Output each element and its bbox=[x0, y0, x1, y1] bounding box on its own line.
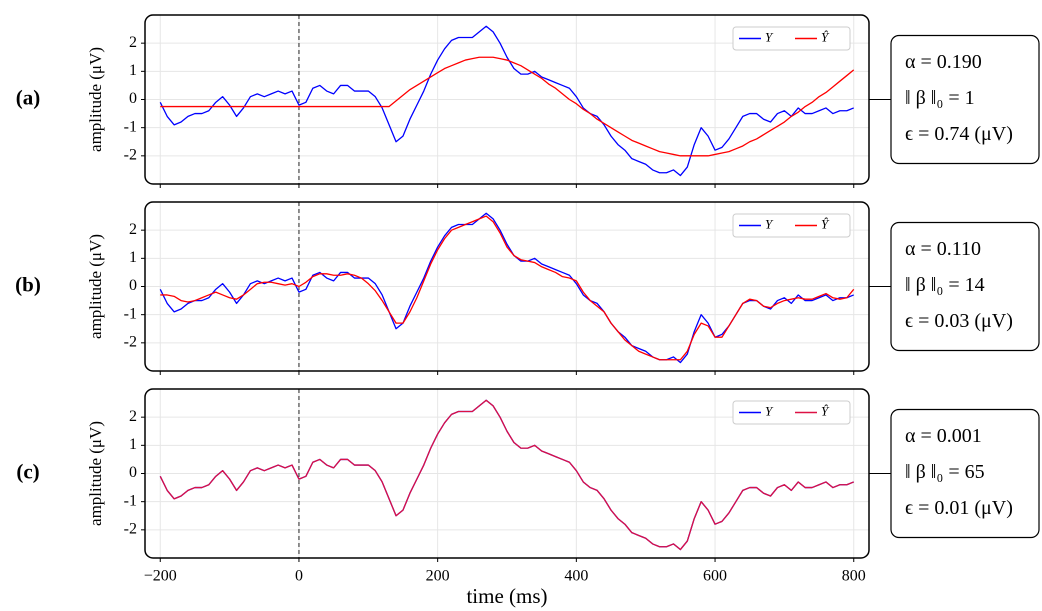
annotation-text: α = 0.001 bbox=[905, 425, 982, 447]
y-tick-label: -2 bbox=[124, 147, 137, 164]
y-tick-label: -2 bbox=[124, 521, 137, 538]
annotation-text: ‖ β ‖₀ = 65 bbox=[905, 461, 985, 483]
y-tick-label: 1 bbox=[129, 249, 137, 266]
y-tick-label: -1 bbox=[124, 118, 137, 135]
y-tick-label: -1 bbox=[124, 492, 137, 509]
data-line bbox=[159, 25, 854, 177]
panel-label: (b) bbox=[15, 272, 41, 296]
legend-label: Ŷ bbox=[821, 403, 830, 418]
y-tick-label: 0 bbox=[129, 277, 137, 294]
y-tick-label: 2 bbox=[129, 408, 137, 425]
legend-label: Y bbox=[765, 29, 774, 44]
legend-label: Y bbox=[765, 216, 774, 231]
data-line bbox=[159, 399, 854, 551]
y-axis-label: amplitude (μV) bbox=[86, 421, 105, 526]
legend-label: Ŷ bbox=[821, 29, 830, 44]
y-tick-label: 0 bbox=[129, 464, 137, 481]
legend-label: Y bbox=[765, 403, 774, 418]
data-line bbox=[160, 56, 855, 157]
y-tick-label: 0 bbox=[129, 90, 137, 107]
annotation-text: ‖ β ‖₀ = 14 bbox=[905, 274, 985, 296]
y-axis-label: amplitude (μV) bbox=[86, 47, 105, 152]
x-tick-label: 0 bbox=[295, 568, 303, 585]
x-tick-label: 600 bbox=[703, 568, 727, 585]
annotation-text: α = 0.110 bbox=[905, 238, 981, 260]
panel-label: (a) bbox=[16, 85, 41, 109]
y-tick-label: -1 bbox=[124, 305, 137, 322]
y-tick-label: 1 bbox=[129, 62, 137, 79]
data-line bbox=[160, 215, 855, 361]
annotation-text: ϵ = 0.01 (μV) bbox=[905, 497, 1013, 519]
annotation-text: ϵ = 0.74 (μV) bbox=[905, 123, 1013, 145]
plot-lines bbox=[159, 399, 854, 551]
y-tick-label: -2 bbox=[124, 334, 137, 351]
annotation-box bbox=[890, 408, 1040, 539]
x-tick-label: 800 bbox=[842, 568, 866, 585]
legend-label: Ŷ bbox=[821, 216, 830, 231]
legend-box bbox=[732, 26, 851, 51]
legend-box bbox=[732, 213, 851, 238]
x-tick-label: 400 bbox=[564, 568, 588, 585]
x-axis-label: time (ms) bbox=[466, 584, 547, 608]
y-axis-label: amplitude (μV) bbox=[86, 234, 105, 339]
y-tick-label: 1 bbox=[129, 436, 137, 453]
y-tick-label: 2 bbox=[129, 34, 137, 51]
y-tick-label: 2 bbox=[129, 221, 137, 238]
panel-label: (c) bbox=[16, 459, 39, 483]
x-tick-label: −200 bbox=[144, 568, 177, 585]
annotation-text: ϵ = 0.03 (μV) bbox=[905, 310, 1013, 332]
x-tick-label: 200 bbox=[426, 568, 450, 585]
annotation-box bbox=[890, 34, 1040, 165]
annotation-text: α = 0.190 bbox=[905, 51, 982, 73]
legend-box bbox=[732, 400, 851, 425]
plot-lines bbox=[159, 25, 855, 177]
annotation-text: ‖ β ‖₀ = 1 bbox=[905, 87, 975, 109]
annotation-box bbox=[890, 221, 1040, 352]
plot-lines bbox=[159, 212, 855, 364]
